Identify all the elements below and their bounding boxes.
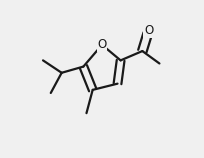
Text: O: O	[97, 38, 107, 51]
Text: O: O	[144, 24, 153, 37]
